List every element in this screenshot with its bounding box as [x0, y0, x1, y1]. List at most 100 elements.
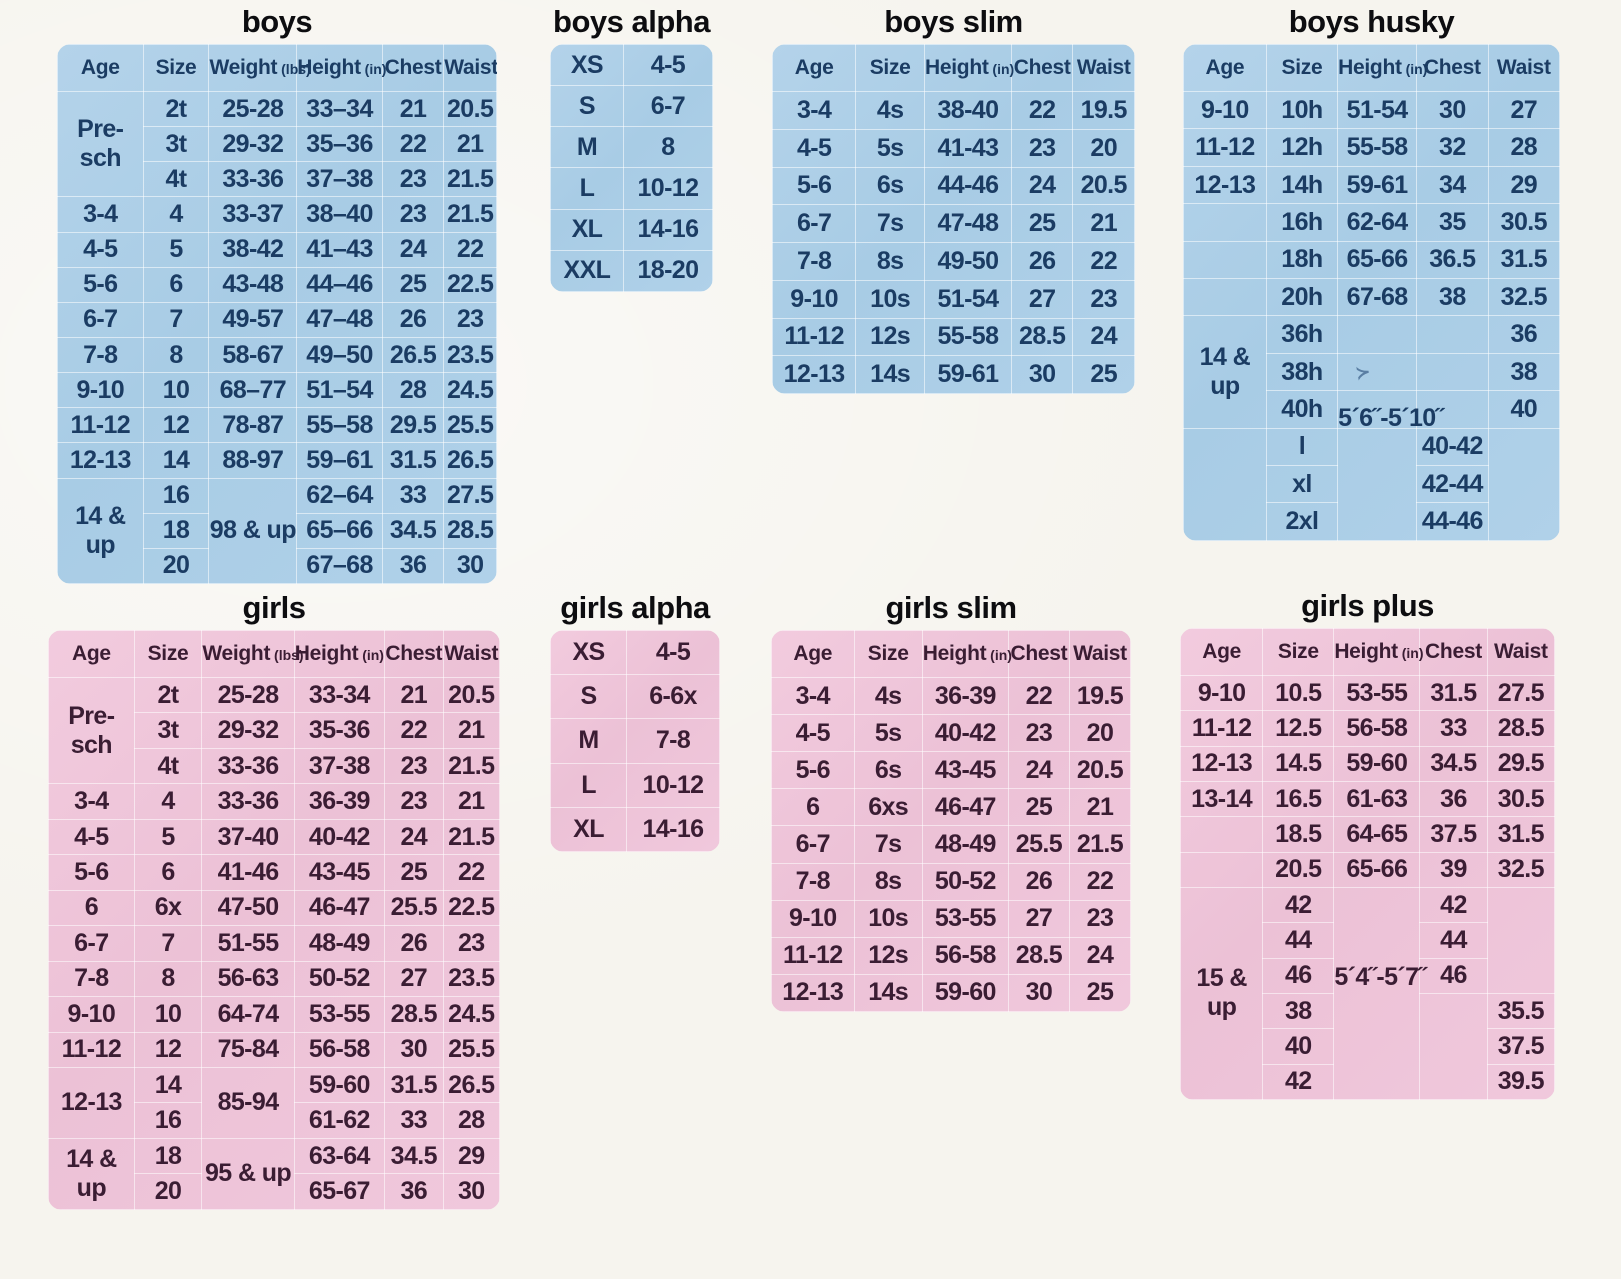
- girls-slim-header-size: Size: [853, 630, 923, 678]
- girls-slim-cell: 6-7: [771, 825, 855, 864]
- girls-plus-row: 40 37.5: [1181, 1028, 1555, 1065]
- girls-plus-cell: 34.5: [1419, 745, 1488, 782]
- boys-husky-row: 2xl 44-46: [1184, 502, 1560, 541]
- boys-cell: 21.5: [443, 196, 497, 233]
- boys-slim-cell: 3-4: [772, 91, 857, 130]
- girls-slim-cell: 43-45: [921, 751, 1009, 790]
- boys-husky-cell: 18h: [1265, 240, 1339, 280]
- girls-cell: 12: [133, 1031, 203, 1068]
- girls-plus-cell: 12-13: [1180, 745, 1264, 782]
- boys-slim-cell: 26: [1010, 242, 1074, 281]
- boys-cell: 33-37: [208, 196, 298, 233]
- girls-alpha-cell: XS: [550, 630, 628, 676]
- boys-cell: 28: [381, 372, 445, 409]
- boys-husky-cell: 11-12: [1183, 128, 1267, 167]
- boys-husky-cell: 55-58: [1337, 128, 1418, 167]
- girls-row: Pre-sch 2t 25-28 33-34 21 20.5: [48, 676, 500, 785]
- girls-cell: 23.5: [442, 960, 500, 998]
- boys-slim-cell: 9-10: [772, 279, 857, 319]
- boys-cell: 47–48: [296, 301, 383, 338]
- girls-slim-cell: 21.5: [1068, 825, 1131, 864]
- girls-alpha-table-panel: girls alpha XS 4-5 S 6-6x M 7-8 L 10-12 XL 14-16: [550, 590, 720, 852]
- girls-slim-grid: Age Size Height (in) Chest Waist 3-4 4s 36-39 22…: [771, 630, 1131, 1012]
- girls-plus-cell: 37.5: [1419, 816, 1488, 853]
- girls-header-age: Age: [48, 630, 135, 678]
- boys-husky-cell: 44-46: [1416, 502, 1489, 541]
- girls-plus-header-chest: Chest: [1419, 628, 1488, 676]
- boys-slim-cell: 22: [1072, 242, 1135, 281]
- boys-cell: 12: [142, 407, 210, 444]
- boys-husky-header-age: Age: [1183, 44, 1267, 92]
- girls-slim-cell: 4-5: [771, 714, 855, 753]
- boys-cell: 6: [142, 266, 210, 303]
- girls-row: 16 61-62 33 28: [49, 1102, 500, 1139]
- boys-cell: 43-48: [208, 266, 298, 303]
- girls-cell: 33-34: [293, 676, 385, 714]
- girls-plus-cell: 11-12: [1180, 710, 1264, 747]
- girls-size-table-panel: girls Age Size Weight (lbs) Height (in) Ches…: [48, 590, 500, 1210]
- girls-cell: 6: [133, 854, 203, 891]
- boys-slim-cell: 10s: [855, 279, 926, 319]
- boys-slim-cell: 6s: [855, 166, 926, 206]
- girls-cell: 30: [383, 1031, 444, 1068]
- boys-slim-table-panel: boys slim Age Size Height (in) Chest Waist 3-…: [772, 4, 1135, 394]
- boys-slim-cell: 7s: [855, 204, 926, 243]
- boys-husky-row: 20h 67-68 38 32.5: [1183, 278, 1560, 317]
- boys-row: 9-10 10 68–77 51–54 28 24.5: [57, 372, 497, 409]
- girls-slim-cell: 40-42: [921, 714, 1009, 753]
- girls-cell: 56-58: [293, 1031, 385, 1068]
- boys-husky-cell: 36: [1487, 315, 1560, 354]
- girls-cell: Pre-sch: [48, 676, 135, 785]
- girls-plus-cell: 42: [1419, 886, 1488, 924]
- girls-cell: 36: [383, 1173, 444, 1210]
- girls-cell: 2t: [133, 676, 203, 714]
- girls-slim-cell: 5s: [853, 714, 923, 753]
- girls-plus-cell: 20.5: [1262, 851, 1335, 888]
- girls-slim-table-title: girls slim: [885, 590, 1017, 625]
- boys-cell: 55–58: [296, 407, 383, 444]
- girls-slim-cell: 8s: [853, 862, 923, 901]
- boys-husky-cell: 65-66: [1337, 240, 1418, 280]
- boys-slim-row: 9-10 10s 51-54 27 23: [772, 279, 1135, 319]
- girls-slim-cell: 7s: [853, 825, 923, 864]
- boys-husky-cell: 20h: [1265, 278, 1339, 317]
- boys-cell: 3t: [142, 126, 210, 163]
- boys-row: 5-6 6 43-48 44–46 25 22.5: [57, 266, 497, 303]
- girls-slim-row: 11-12 12s 56-58 28.5 24: [771, 936, 1131, 975]
- boys-cell: 2t: [142, 90, 210, 128]
- girls-slim-cell: 56-58: [921, 936, 1009, 975]
- boys-table: Age Size Weight (lbs) Height (in) Chest Waist…: [57, 44, 497, 584]
- girls-cell: 25: [383, 854, 444, 891]
- girls-cell: 3-4: [48, 783, 135, 820]
- girls-row: 6 6x 47-50 46-47 25.5 22.5: [48, 889, 500, 927]
- girls-row: 3-4 4 33-36 36-39 23 21: [48, 783, 500, 820]
- girls-plus-cell: [1486, 886, 1555, 994]
- girls-alpha-cell: XL: [550, 806, 628, 852]
- girls-row: 14 & up 18 95 & up 63-64 34.5 29: [48, 1137, 500, 1210]
- girls-cell: 4t: [133, 747, 203, 785]
- girls-cell: 6-7: [48, 925, 135, 962]
- girls-slim-cell: 3-4: [771, 676, 855, 716]
- boys-table-title: boys: [241, 4, 313, 39]
- girls-cell: 23: [383, 783, 444, 820]
- girls-plus-cell: 31.5: [1419, 674, 1488, 712]
- boys-slim-cell: 22: [1010, 91, 1074, 130]
- girls-cell: 4-5: [48, 818, 135, 856]
- girls-plus-cell: 31.5: [1486, 816, 1555, 853]
- boys-cell: 5-6: [57, 266, 144, 303]
- boys-cell: 38-42: [208, 231, 298, 268]
- girls-slim-row: 12-13 14s 59-60 30 25: [771, 973, 1131, 1012]
- boys-alpha-cell: S: [550, 85, 624, 128]
- boys-alpha-row: XL 14-16: [550, 208, 713, 251]
- girls-plus-cell: 65-66: [1333, 851, 1421, 888]
- boys-husky-cell: 67-68: [1337, 278, 1418, 317]
- girls-cell: 21: [442, 783, 500, 820]
- girls-cell: 65-67: [293, 1173, 385, 1210]
- girls-slim-cell: 48-49: [921, 825, 1009, 864]
- boys-husky-row: 38h 38: [1184, 352, 1560, 392]
- boys-husky-cell: 30: [1416, 90, 1489, 130]
- boys-cell: 23.5: [443, 336, 497, 374]
- boys-slim-header-chest: Chest: [1010, 44, 1074, 92]
- boys-row: 20 67–68 36 30: [58, 547, 497, 584]
